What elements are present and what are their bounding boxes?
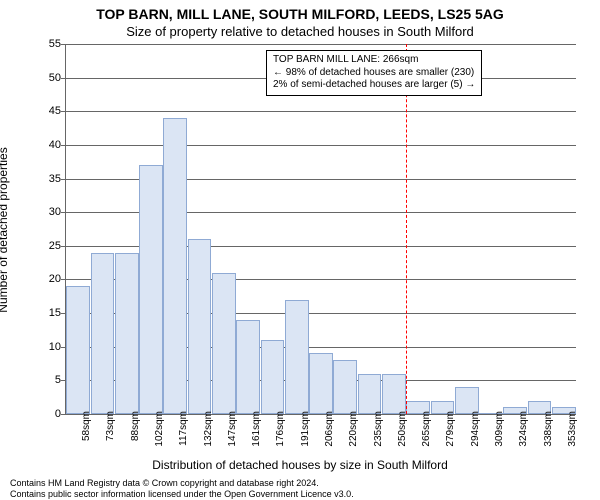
y-tick-mark — [61, 44, 66, 45]
histogram-bar — [261, 340, 285, 414]
x-tick-label: 324sqm — [518, 411, 529, 447]
histogram-bar — [139, 165, 163, 414]
x-tick-label: 58sqm — [81, 411, 92, 441]
y-axis-label: Number of detached properties — [0, 147, 10, 312]
y-tick-mark — [61, 212, 66, 213]
y-tick-label: 20 — [36, 273, 61, 285]
y-tick-label: 50 — [36, 72, 61, 84]
y-tick-label: 10 — [36, 341, 61, 353]
x-tick-label: 279sqm — [445, 411, 456, 447]
y-tick-label: 40 — [36, 139, 61, 151]
histogram-bar — [115, 253, 139, 414]
x-tick-label: 294sqm — [470, 411, 481, 447]
chart-title-sub: Size of property relative to detached ho… — [0, 24, 600, 39]
chart-title-main: TOP BARN, MILL LANE, SOUTH MILFORD, LEED… — [0, 6, 600, 22]
y-tick-label: 30 — [36, 206, 61, 218]
y-tick-mark — [61, 145, 66, 146]
histogram-bar — [236, 320, 260, 414]
y-tick-label: 0 — [36, 408, 61, 420]
y-tick-mark — [61, 78, 66, 79]
highlight-callout: TOP BARN MILL LANE: 266sqm← 98% of detac… — [266, 50, 482, 96]
callout-line-2: ← 98% of detached houses are smaller (23… — [273, 67, 475, 80]
histogram-bar — [188, 239, 212, 414]
histogram-bar — [285, 300, 309, 414]
gridline — [66, 44, 576, 45]
x-tick-label: 338sqm — [543, 411, 554, 447]
histogram-bar — [91, 253, 115, 414]
histogram-bar — [333, 360, 357, 414]
histogram-bar — [382, 374, 406, 414]
chart-plot-area: 051015202530354045505558sqm73sqm88sqm102… — [65, 44, 576, 415]
x-tick-label: 117sqm — [178, 411, 189, 446]
y-tick-label: 5 — [36, 374, 61, 386]
y-tick-mark — [61, 279, 66, 280]
y-tick-label: 25 — [36, 240, 61, 252]
x-tick-label: 309sqm — [494, 411, 505, 447]
x-tick-label: 102sqm — [154, 411, 165, 447]
x-tick-label: 265sqm — [421, 411, 432, 447]
x-tick-label: 353sqm — [567, 411, 578, 447]
highlight-marker-line — [406, 44, 407, 414]
y-tick-label: 45 — [36, 105, 61, 117]
y-tick-mark — [61, 179, 66, 180]
y-tick-label: 55 — [36, 38, 61, 50]
histogram-bar — [66, 286, 90, 414]
x-tick-label: 235sqm — [373, 411, 384, 447]
callout-line-3: 2% of semi-detached houses are larger (5… — [273, 79, 475, 92]
histogram-bar — [212, 273, 236, 414]
gridline — [66, 145, 576, 146]
x-axis-label: Distribution of detached houses by size … — [0, 458, 600, 472]
y-tick-label: 15 — [36, 307, 61, 319]
x-tick-label: 176sqm — [275, 411, 286, 447]
histogram-bar — [163, 118, 187, 414]
histogram-bar — [309, 353, 333, 414]
x-tick-label: 88sqm — [130, 411, 141, 441]
x-tick-label: 161sqm — [251, 411, 262, 447]
y-tick-mark — [61, 246, 66, 247]
y-tick-mark — [61, 111, 66, 112]
x-tick-label: 132sqm — [203, 411, 214, 447]
x-tick-label: 250sqm — [397, 411, 408, 447]
footer-copyright-1: Contains HM Land Registry data © Crown c… — [10, 478, 319, 488]
x-tick-label: 191sqm — [300, 411, 311, 447]
callout-title: TOP BARN MILL LANE: 266sqm — [273, 54, 475, 67]
x-tick-label: 73sqm — [105, 411, 116, 441]
y-tick-mark — [61, 414, 66, 415]
histogram-bar — [358, 374, 382, 414]
gridline — [66, 111, 576, 112]
y-tick-label: 35 — [36, 173, 61, 185]
histogram-bar — [455, 387, 479, 414]
x-tick-label: 220sqm — [348, 411, 359, 447]
x-tick-label: 206sqm — [324, 411, 335, 447]
x-tick-label: 147sqm — [227, 411, 238, 447]
footer-copyright-2: Contains public sector information licen… — [10, 489, 354, 499]
